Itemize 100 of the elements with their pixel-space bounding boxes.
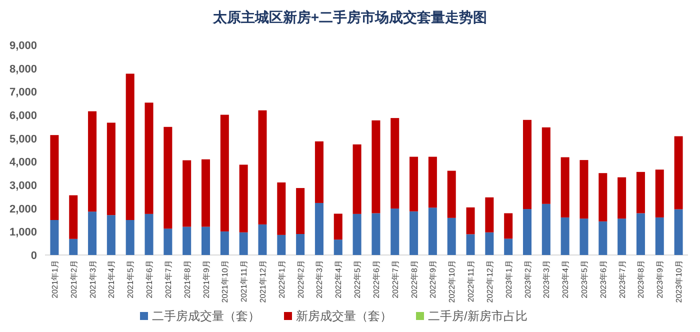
x-tick-label: 2021年10月 (220, 260, 230, 303)
x-tick-label: 2022年9月 (428, 260, 438, 298)
bar (504, 238, 513, 255)
bar (88, 212, 97, 255)
bar (220, 231, 229, 255)
bar (522, 209, 532, 255)
x-tick-label: 2022年7月 (390, 260, 400, 298)
y-tick-label: 8,000 (9, 63, 37, 76)
bar (447, 218, 456, 255)
bar (466, 207, 475, 234)
x-tick-label: 2021年8月 (182, 260, 192, 298)
bar (428, 208, 437, 255)
x-tick-label: 2021年4月 (107, 260, 116, 298)
bar (560, 157, 570, 218)
bar (485, 232, 494, 255)
x-tick-label: 2022年3月 (315, 260, 324, 298)
x-tick-label: 2023年1月 (504, 260, 514, 298)
bar (580, 160, 588, 219)
bar (69, 195, 78, 239)
x-tick-label: 2022年8月 (410, 260, 419, 298)
y-tick-label: 1,000 (9, 226, 37, 239)
bar (390, 208, 400, 255)
x-tick-label: 2023年7月 (618, 260, 627, 298)
bar (674, 209, 683, 255)
bar (674, 136, 683, 210)
bar (144, 214, 154, 255)
x-tick-label: 2022年4月 (334, 260, 344, 298)
bar (314, 202, 324, 255)
bar (164, 228, 172, 255)
bar (50, 220, 59, 255)
bar (296, 188, 305, 234)
bar (542, 204, 550, 255)
x-tick-label: 2021年2月 (69, 260, 78, 298)
bar (428, 156, 437, 208)
y-tick-label: 3,000 (9, 180, 37, 192)
bar (144, 102, 154, 214)
bar (636, 172, 645, 214)
bar (277, 234, 286, 255)
bar (182, 160, 192, 227)
bar (258, 224, 267, 255)
bar (447, 170, 456, 218)
x-tick-label: 2021年9月 (202, 260, 211, 298)
bar (50, 135, 59, 220)
bar (164, 126, 172, 229)
bar (598, 221, 608, 255)
bar (106, 122, 116, 216)
bar (372, 213, 380, 255)
bar (372, 120, 380, 214)
x-tick-label: 2023年3月 (542, 260, 552, 298)
x-tick-label: 2023年2月 (523, 260, 532, 298)
x-tick-label: 2022年12月 (485, 260, 494, 303)
x-tick-label: 2023年5月 (580, 260, 589, 298)
x-tick-label: 2022年10月 (448, 260, 457, 303)
x-tick-label: 2023年4月 (561, 260, 570, 298)
bar (390, 118, 400, 209)
bar (522, 120, 532, 210)
bar (239, 164, 248, 232)
bar (618, 177, 626, 219)
bar (201, 159, 210, 227)
bar (239, 232, 248, 255)
bar (580, 218, 588, 255)
y-tick-label: 4,000 (9, 156, 37, 169)
bar (636, 213, 645, 255)
x-tick-label: 2021年11月 (240, 260, 249, 302)
x-tick-label: 2022年11月 (466, 260, 476, 302)
x-tick-label: 2021年12月 (258, 260, 268, 303)
bar (334, 214, 342, 240)
bar (106, 215, 116, 255)
bar (296, 234, 305, 255)
bar (598, 173, 608, 222)
x-tick-label: 2022年5月 (353, 260, 362, 298)
bar (485, 197, 494, 232)
bar (126, 220, 134, 255)
y-tick-label: 5,000 (9, 133, 37, 146)
x-tick-label: 2021年1月 (50, 260, 60, 298)
bar (201, 226, 210, 255)
bar (560, 217, 570, 255)
bar (542, 127, 550, 204)
bar (618, 218, 626, 255)
y-tick-label: 9,000 (9, 40, 37, 52)
bar (352, 144, 362, 214)
bar (69, 238, 78, 255)
bar (410, 156, 418, 212)
x-tick-label: 2021年3月 (88, 260, 98, 298)
bar (334, 240, 342, 255)
x-tick-label: 2021年6月 (145, 260, 154, 298)
bar (277, 182, 286, 235)
bar (466, 234, 475, 255)
x-tick-label: 2023年10月 (674, 260, 684, 303)
x-tick-label: 2021年7月 (164, 260, 173, 298)
x-tick-label: 2022年1月 (277, 260, 286, 298)
y-tick-label: 7,000 (9, 86, 37, 99)
bar (314, 141, 324, 203)
x-tick-label: 2023年8月 (636, 260, 646, 298)
x-tick-label: 2023年6月 (598, 260, 608, 298)
bar (258, 110, 267, 224)
x-tick-label: 2022年6月 (372, 260, 381, 298)
y-tick-label: 6,000 (9, 110, 37, 122)
y-tick-label: 2,000 (9, 203, 37, 216)
chart-title: 太原主城区新房+二手房市场成交套量走势图 (212, 9, 488, 25)
